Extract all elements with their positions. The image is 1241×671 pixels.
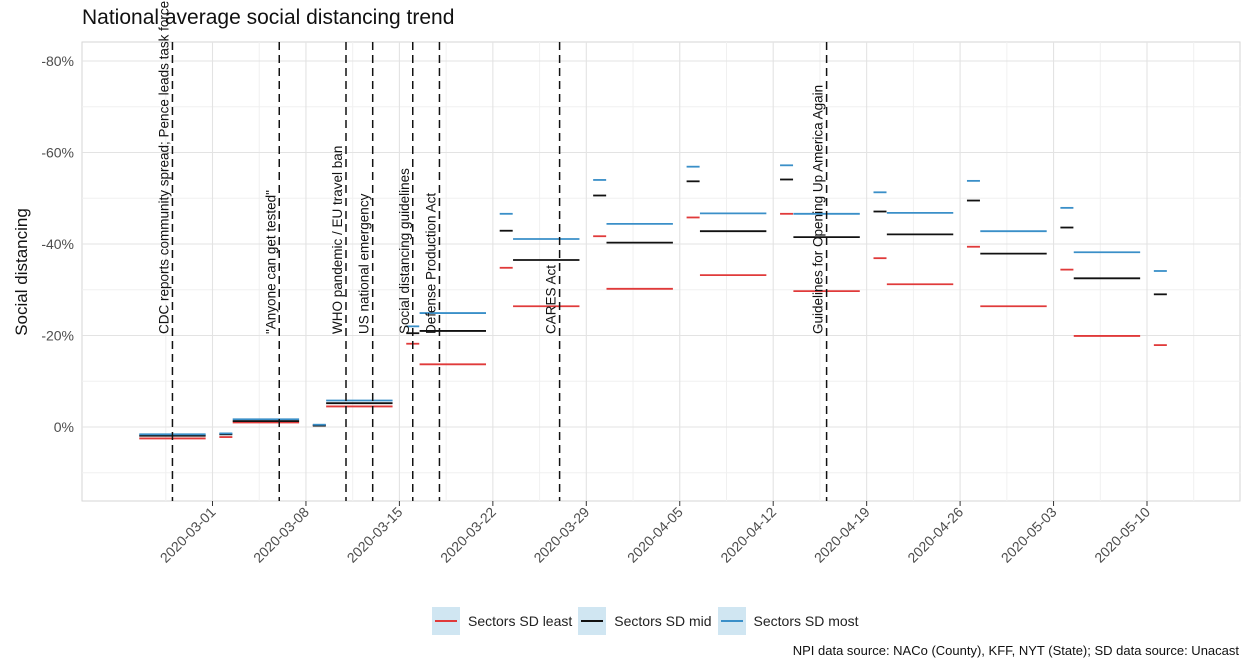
- legend-item-most: Sectors SD most: [717, 607, 859, 635]
- chart-plot: -80% -60% -40% -20% 0% 2020-03-01 2020-03-08 20…: [41, 1, 1241, 566]
- legend-key-least: [432, 607, 460, 635]
- event-label: US national emergency: [357, 193, 372, 334]
- source-caption: NPI data source: NACo (County), KFF, NYT…: [792, 643, 1239, 658]
- x-tick-label: 2020-04-05: [624, 504, 686, 566]
- legend-label-mid: Sectors SD mid: [614, 613, 712, 629]
- event-label: WHO pandemic / EU travel ban: [330, 146, 345, 334]
- x-tick-label: 2020-05-03: [998, 504, 1060, 566]
- event-label: CARES Act: [544, 265, 559, 334]
- event-label: "Anyone can get tested": [263, 190, 278, 334]
- legend-label-most: Sectors SD most: [753, 613, 859, 629]
- legend-item-least: Sectors SD least: [432, 607, 572, 635]
- x-tick-label: 2020-04-12: [717, 504, 779, 566]
- y-tick-label: -20%: [41, 328, 74, 344]
- x-tick-label: 2020-03-22: [437, 504, 499, 566]
- y-tick-label: 0%: [54, 419, 74, 435]
- legend: Sectors SD least Sectors SD mid Sectors …: [432, 606, 865, 636]
- x-tick-label: 2020-03-08: [250, 504, 312, 566]
- event-label: Guidelines for Opening Up America Again: [811, 85, 826, 334]
- legend-swatch-least: [435, 620, 457, 622]
- event-label: Social distancing guidelines: [397, 168, 412, 334]
- chart-title: National average social distancing trend: [82, 6, 455, 29]
- x-tick-label: 2020-04-19: [811, 504, 873, 566]
- plot-panel: [81, 41, 1241, 502]
- event-label: Defense Production Act: [423, 193, 438, 334]
- y-tick-label: -60%: [41, 145, 74, 161]
- y-tick-label: -80%: [41, 53, 74, 69]
- x-tick-label: 2020-03-29: [530, 504, 592, 566]
- x-tick-label: 2020-03-15: [344, 504, 406, 566]
- y-tick-label: -40%: [41, 236, 74, 252]
- legend-key-most: [717, 607, 746, 635]
- x-tick-label: 2020-03-01: [157, 504, 219, 566]
- legend-item-mid: Sectors SD mid: [578, 607, 712, 635]
- legend-label-least: Sectors SD least: [468, 613, 573, 629]
- event-label: CDC reports community spread; Pence lead…: [156, 1, 171, 334]
- legend-swatch-most: [720, 620, 743, 622]
- x-tick-label: 2020-05-10: [1091, 504, 1153, 566]
- legend-key-mid: [578, 607, 607, 635]
- legend-swatch-mid: [581, 620, 604, 622]
- x-tick-label: 2020-04-26: [904, 504, 966, 566]
